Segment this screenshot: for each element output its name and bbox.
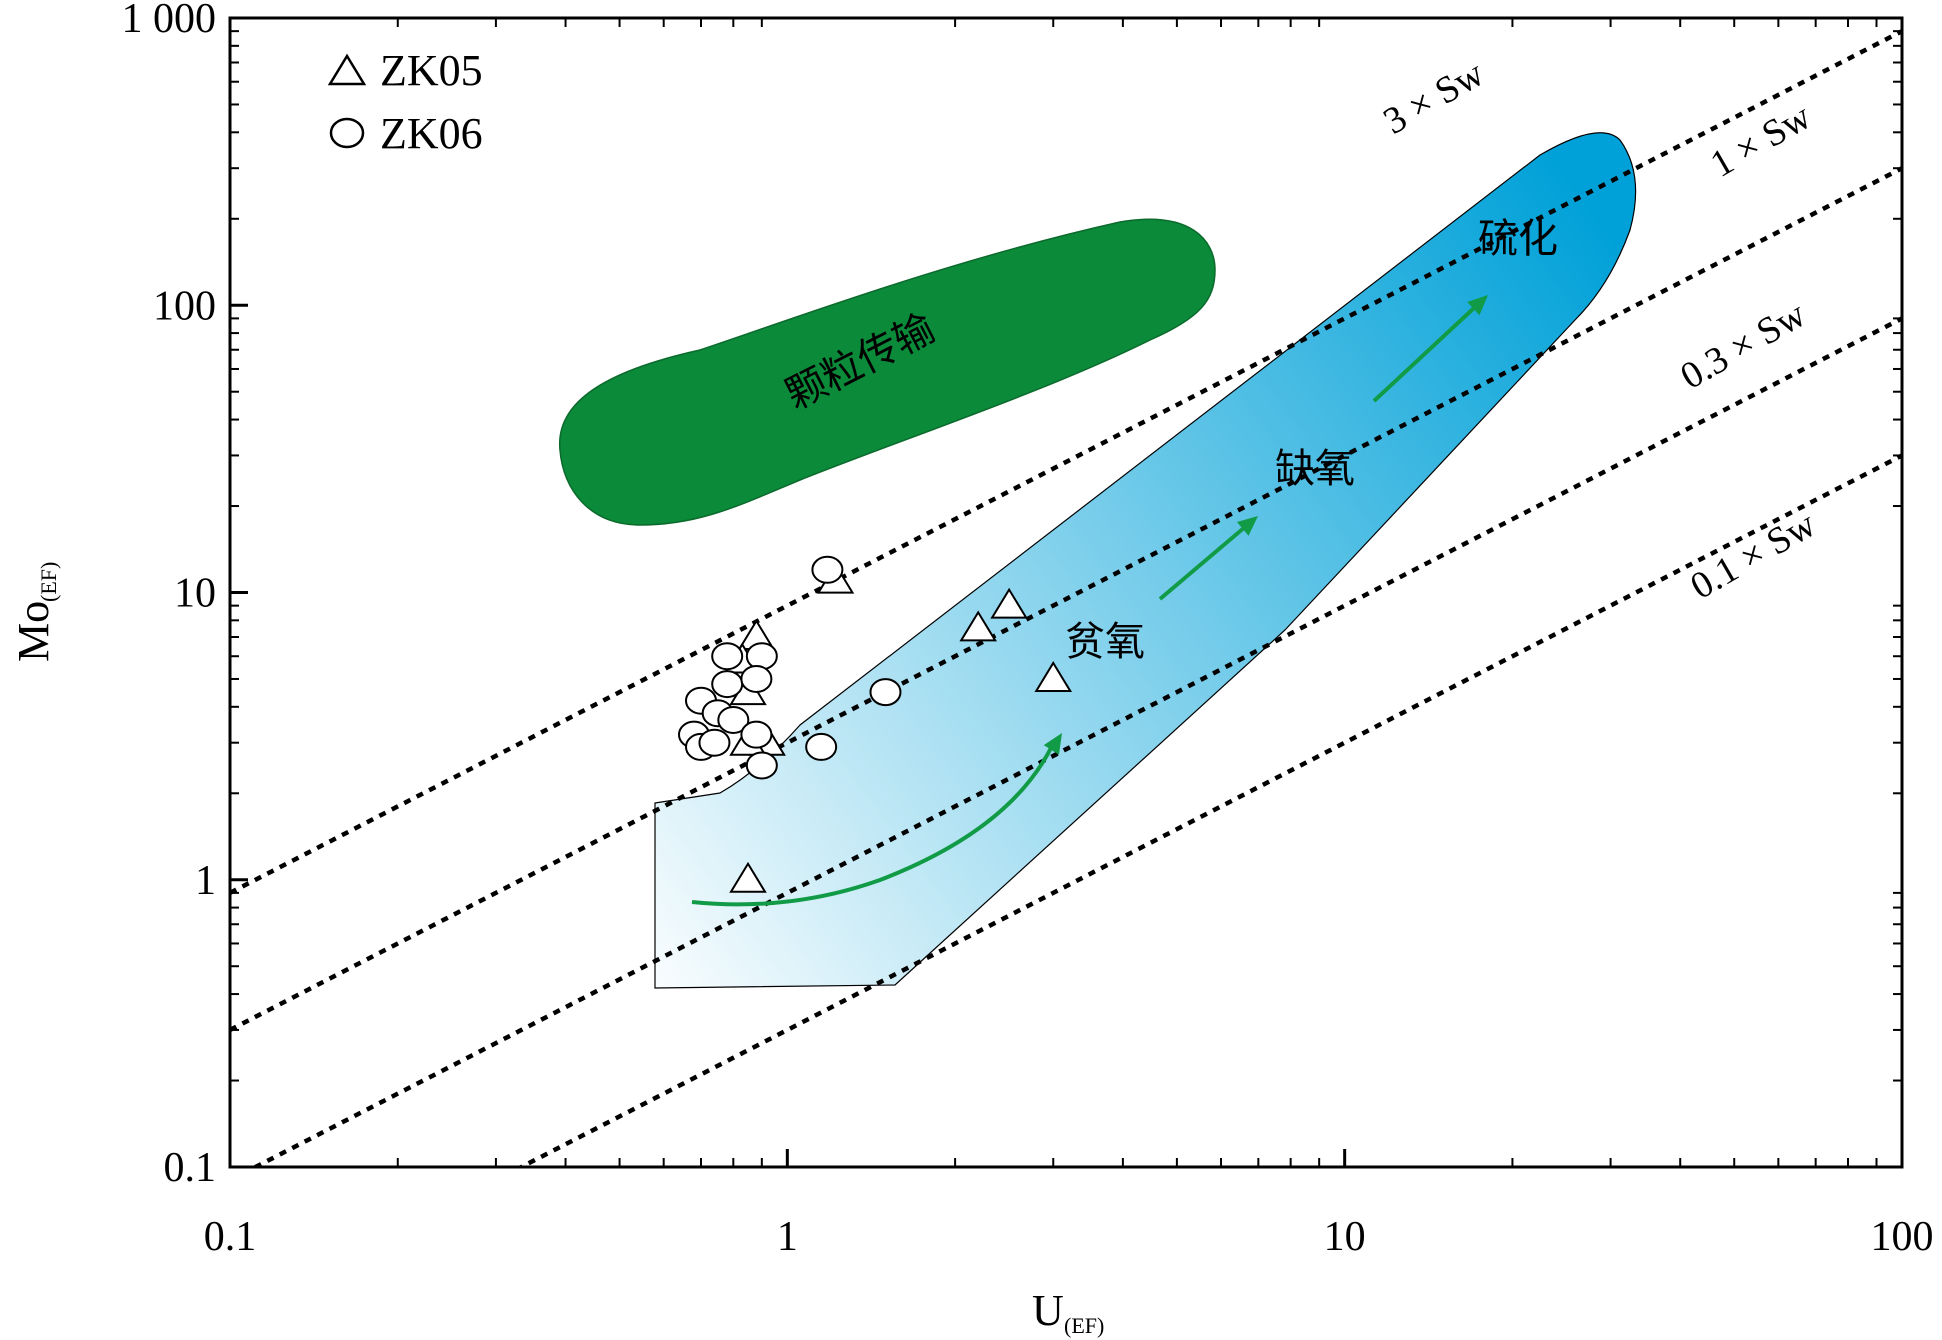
refline-label-01sw: 0.1 × Sw — [1684, 503, 1824, 608]
region-label-anoxic: 缺氧 — [1275, 446, 1355, 492]
data-points — [677, 555, 1073, 893]
y-tick-label-4: 1 000 — [122, 0, 217, 42]
zk06-point-9 — [740, 720, 773, 749]
y-tick-label-2: 10 — [174, 571, 216, 617]
x-axis-label-main: U — [1032, 1286, 1064, 1335]
refline-label-3sw: 3 × Sw — [1377, 52, 1492, 143]
legend-label-zk05: ZK05 — [380, 46, 483, 95]
regions-layer — [559, 132, 1637, 989]
arrow-suboxic-curve — [691, 745, 1054, 907]
zk06-point-7 — [717, 705, 750, 734]
redox-arrows — [691, 295, 1488, 907]
zk06-point-14 — [869, 678, 902, 707]
x-tick-label-0: 0.1 — [204, 1214, 257, 1260]
zk05-point-0 — [729, 861, 767, 893]
y-tick-label-0: 0.1 — [164, 1145, 217, 1191]
x-axis-label-sub: (EF) — [1064, 1313, 1104, 1338]
y-tick-label-1: 1 — [195, 858, 216, 904]
particulate-shuttle-region — [559, 218, 1216, 526]
x-tick-label-3: 100 — [1871, 1214, 1934, 1260]
reference-lines — [230, 29, 1902, 1167]
arrow-euxinic-head — [1467, 295, 1488, 316]
refline-2 — [250, 316, 1902, 1167]
y-axis-label-sub: (EF) — [36, 562, 61, 602]
x-axis-label: U (EF) — [1032, 1286, 1104, 1338]
legend-triangle-marker — [327, 53, 367, 86]
zk06-point-4 — [740, 664, 773, 693]
zk05-point-8 — [990, 587, 1028, 619]
y-tick-label-3: 100 — [153, 283, 216, 329]
zk06-point-1 — [711, 642, 744, 671]
zk06-point-11 — [698, 728, 731, 757]
region-label-suboxic: 贫氧 — [1065, 619, 1145, 665]
legend-circle-marker — [329, 117, 365, 149]
axis-ticks: 0.1 1 10 100 0.1 1 10 100 1 000 — [122, 0, 1934, 1260]
zk06-point-12 — [745, 751, 778, 780]
x-tick-label-1: 1 — [777, 1214, 798, 1260]
refline-label-1sw: 1 × Sw — [1704, 95, 1819, 186]
y-axis-label: Mo (EF) — [9, 562, 61, 662]
refline-0 — [230, 29, 1902, 895]
zk06-point-13 — [805, 732, 838, 761]
refline-label-03sw: 0.3 × Sw — [1674, 293, 1814, 398]
arrow-anoxic-head — [1236, 516, 1258, 536]
y-axis-label-main: Mo — [9, 601, 58, 662]
zk05-point-9 — [1034, 661, 1073, 692]
region-label-euxinic: 硫化 — [1478, 216, 1558, 262]
x-tick-label-2: 10 — [1324, 1214, 1366, 1260]
arrow-euxinic-line — [1372, 306, 1476, 403]
arrow-suboxic-head — [1043, 733, 1062, 755]
zk06-point-2 — [745, 642, 778, 671]
arrow-anoxic-line — [1158, 525, 1247, 601]
refline-1 — [230, 166, 1902, 1032]
zk06-point-3 — [711, 670, 744, 699]
zk06-point-0 — [811, 555, 844, 584]
refline-3 — [516, 453, 1902, 1167]
zk05-point-7 — [959, 610, 997, 642]
legend-label-zk06: ZK06 — [380, 109, 483, 158]
legend: ZK05 ZK06 — [327, 46, 483, 158]
